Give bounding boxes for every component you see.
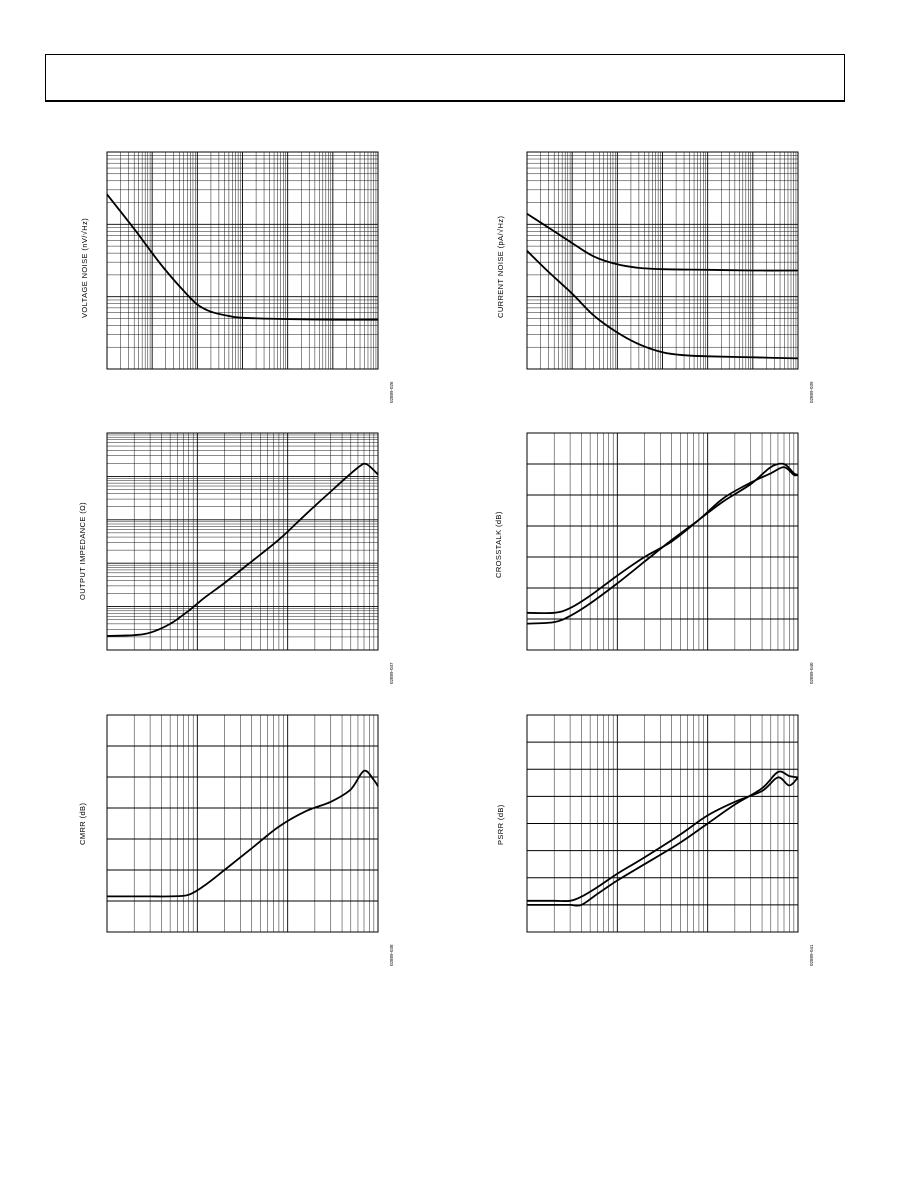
current-noise-series-1-line xyxy=(526,213,799,272)
crosstalk-series-1-line xyxy=(526,466,799,615)
output-impedance-y-axis-label: OUTPUT IMPEDANCE (Ω) xyxy=(78,501,87,600)
page-header-box xyxy=(45,54,845,102)
crosstalk-plot-frame xyxy=(526,432,799,651)
psrr-grid xyxy=(526,714,798,933)
output-impedance-plot-frame xyxy=(106,432,379,651)
psrr-figure-id: 02889-041 xyxy=(809,944,814,966)
psrr-plot-frame xyxy=(526,714,799,933)
voltage-noise-plot-frame xyxy=(106,151,379,370)
crosstalk-series-2-line xyxy=(526,462,799,625)
cmrr-y-axis-label: CMRR (dB) xyxy=(78,802,87,845)
output-impedance-grid xyxy=(106,433,378,651)
current-noise-series-2-line xyxy=(526,250,799,360)
voltage-noise-grid xyxy=(106,152,378,370)
current-noise-plot-frame xyxy=(526,151,799,370)
crosstalk-y-axis-label: CROSSTALK (dB) xyxy=(494,511,503,578)
output-impedance-figure-id: 02889-037 xyxy=(389,662,394,684)
psrr-series-1-line xyxy=(527,776,799,903)
cmrr-figure-id: 02889-038 xyxy=(389,944,394,966)
psrr-y-axis-label: PSRR (dB) xyxy=(496,804,505,845)
current-noise-y-axis-label: CURRENT NOISE (pA/√Hz) xyxy=(496,215,505,318)
voltage-noise-figure-id: 02889-026 xyxy=(389,381,394,403)
output-impedance-series-1-line xyxy=(106,462,379,637)
cmrr-series-1-line xyxy=(107,769,379,898)
crosstalk-grid xyxy=(526,432,798,651)
current-noise-figure-id: 02889-039 xyxy=(809,381,814,403)
psrr-series-2-line xyxy=(526,770,799,907)
cmrr-grid xyxy=(106,714,378,933)
cmrr-plot-frame xyxy=(106,714,379,933)
current-noise-grid xyxy=(526,152,798,370)
crosstalk-figure-id: 02889-040 xyxy=(809,662,814,684)
voltage-noise-series-1-line xyxy=(106,193,379,321)
voltage-noise-y-axis-label: VOLTAGE NOISE (nV/√Hz) xyxy=(80,217,89,318)
